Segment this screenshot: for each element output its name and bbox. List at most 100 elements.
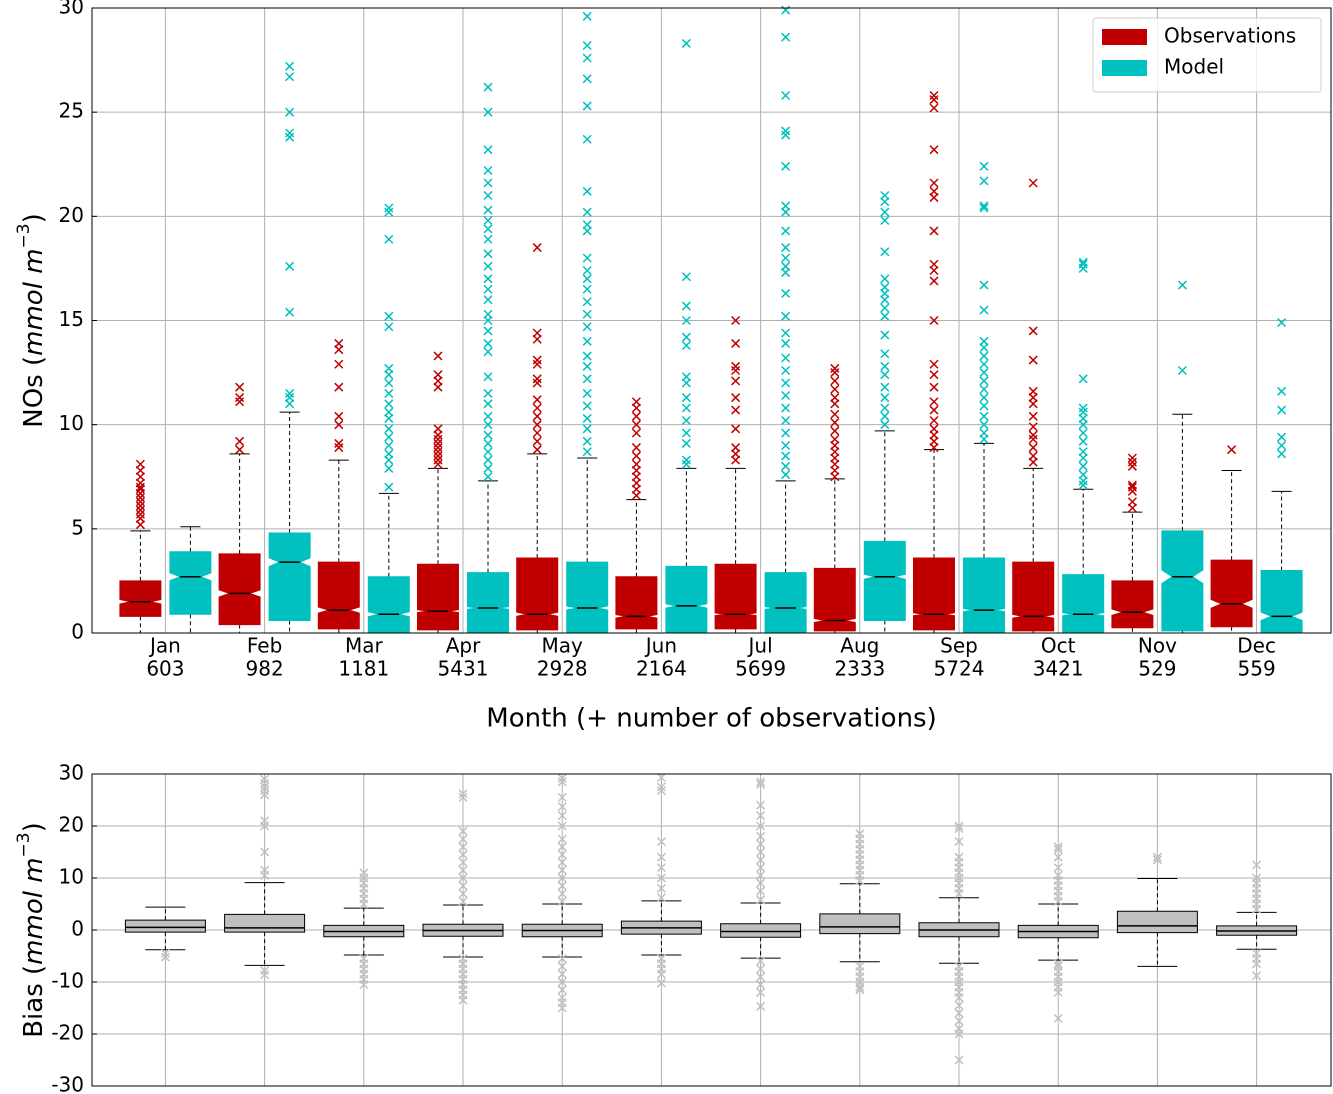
- flier: [756, 800, 766, 810]
- flier: [781, 130, 791, 140]
- box: [224, 913, 306, 933]
- flier: [855, 982, 865, 992]
- flier: [756, 870, 766, 880]
- flier: [880, 403, 890, 413]
- x-tick-count: 3421: [1033, 657, 1084, 681]
- legend-swatch: [1102, 29, 1147, 45]
- flier: [458, 792, 468, 802]
- flier: [334, 338, 344, 348]
- flier: [384, 311, 394, 321]
- flier: [260, 847, 270, 857]
- flier: [781, 243, 791, 253]
- flier: [954, 1016, 964, 1026]
- flier: [483, 455, 493, 465]
- flier: [954, 852, 964, 862]
- flier: [929, 186, 939, 196]
- x-tick-count: 2164: [636, 657, 687, 681]
- flier: [1053, 959, 1063, 969]
- flier: [731, 338, 741, 348]
- flier: [781, 261, 791, 271]
- flier: [1078, 428, 1088, 438]
- flier: [954, 1055, 964, 1065]
- flier: [260, 778, 270, 788]
- x-tick-label: Jan: [148, 634, 181, 658]
- flier: [582, 253, 592, 263]
- flier: [483, 107, 493, 117]
- flier: [1053, 852, 1063, 862]
- box: [665, 565, 708, 634]
- flier: [1028, 178, 1038, 188]
- flier: [656, 883, 666, 893]
- flier: [731, 361, 741, 371]
- flier: [235, 393, 245, 403]
- flier: [929, 178, 939, 188]
- flier: [1152, 855, 1162, 865]
- flier: [681, 301, 691, 311]
- flier: [433, 370, 443, 380]
- flier: [880, 420, 890, 430]
- flier: [384, 482, 394, 492]
- flier: [260, 865, 270, 875]
- flier: [483, 388, 493, 398]
- flier: [458, 995, 468, 1005]
- flier: [433, 447, 443, 457]
- flier: [359, 868, 369, 878]
- flier: [681, 403, 691, 413]
- flier: [830, 384, 840, 394]
- box: [169, 551, 212, 615]
- flier: [1078, 403, 1088, 413]
- flier: [285, 72, 295, 82]
- flier: [532, 395, 542, 405]
- flier: [483, 274, 493, 284]
- box: [1260, 570, 1303, 634]
- flier: [483, 326, 493, 336]
- flier: [731, 424, 741, 434]
- flier: [384, 463, 394, 473]
- flier: [880, 311, 890, 321]
- flier: [235, 445, 245, 455]
- flier: [384, 388, 394, 398]
- flier: [929, 397, 939, 407]
- flier: [483, 190, 493, 201]
- flier: [979, 161, 989, 171]
- flier: [979, 368, 989, 378]
- flier: [384, 440, 394, 451]
- flier: [557, 873, 567, 883]
- flier: [979, 280, 989, 290]
- flier: [954, 961, 964, 971]
- flier: [384, 322, 394, 332]
- flier: [582, 309, 592, 319]
- box: [1210, 559, 1253, 628]
- flier: [880, 393, 890, 403]
- flier: [830, 376, 840, 386]
- flier: [483, 411, 493, 421]
- flier: [1053, 1013, 1063, 1023]
- box: [317, 561, 360, 630]
- flier: [582, 134, 592, 144]
- flier: [929, 95, 939, 105]
- flier: [681, 372, 691, 382]
- flier: [334, 359, 344, 369]
- flier: [483, 224, 493, 234]
- flier: [1277, 405, 1287, 415]
- flier: [483, 420, 493, 430]
- flier: [557, 865, 567, 875]
- flier: [929, 415, 939, 426]
- flier: [656, 863, 666, 873]
- flier: [557, 834, 567, 844]
- flier: [135, 509, 145, 519]
- flier: [731, 315, 741, 326]
- flier: [582, 186, 592, 196]
- flier: [781, 5, 791, 15]
- flier: [384, 207, 394, 217]
- y-tick-label: -20: [51, 1021, 84, 1045]
- flier: [160, 952, 170, 962]
- flier: [681, 38, 691, 48]
- flier: [880, 215, 890, 226]
- flier: [334, 438, 344, 448]
- flier: [483, 447, 493, 457]
- flier: [458, 834, 468, 844]
- flier: [880, 303, 890, 313]
- flier: [781, 415, 791, 426]
